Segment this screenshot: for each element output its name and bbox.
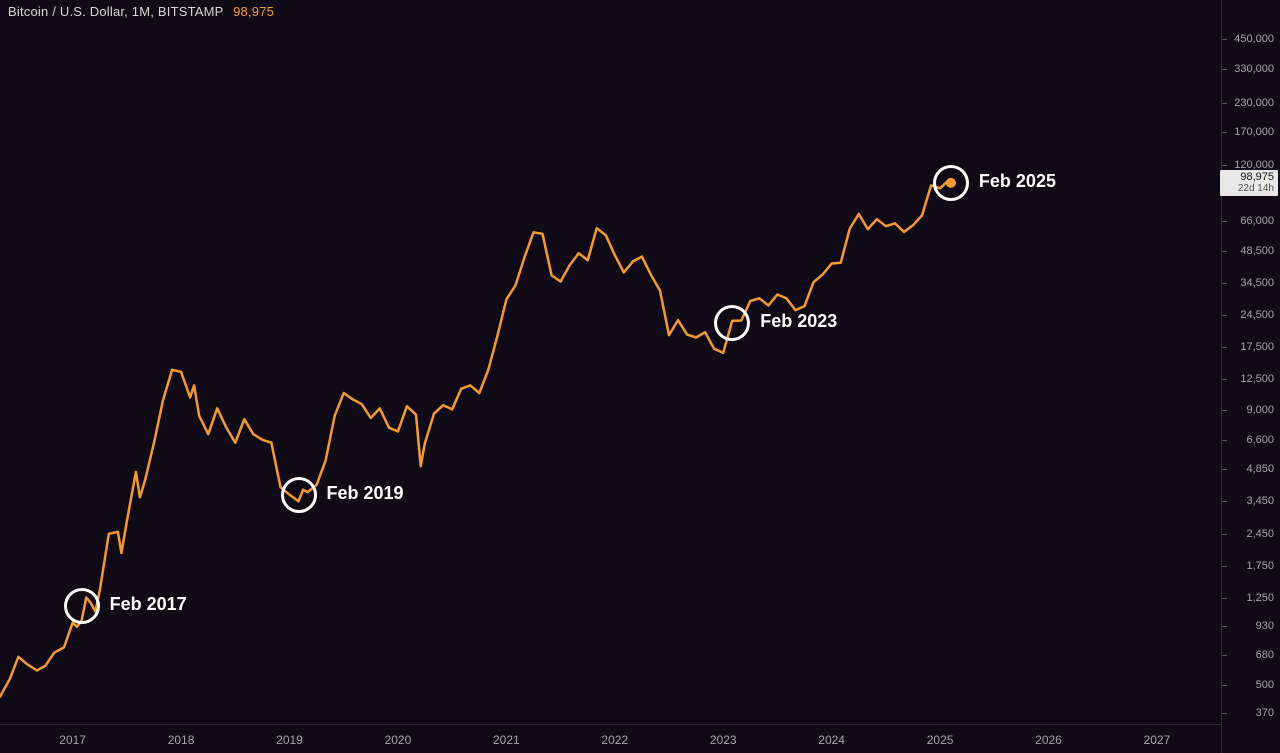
y-tick: 9,000	[1222, 404, 1280, 416]
y-tick: 24,500	[1222, 309, 1280, 321]
y-tick: 680	[1222, 649, 1280, 661]
y-tick: 230,000	[1222, 97, 1280, 109]
y-axis: 450,000 330,000 230,000 170,000 120,000 66,00…	[1221, 0, 1280, 753]
x-tick: 2026	[1035, 733, 1062, 747]
x-tick: 2020	[385, 733, 412, 747]
y-tick: 4,850	[1222, 463, 1280, 475]
y-tick: 1,250	[1222, 592, 1280, 604]
x-tick: 2027	[1144, 733, 1171, 747]
y-tick: 66,000	[1222, 215, 1280, 227]
x-tick: 2022	[601, 733, 628, 747]
x-tick: 2025	[927, 733, 954, 747]
y-tick: 3,450	[1222, 495, 1280, 507]
y-tick: 2,450	[1222, 528, 1280, 540]
x-tick: 2018	[168, 733, 195, 747]
current-price-marker	[946, 178, 956, 188]
y-tick: 450,000	[1222, 33, 1280, 45]
y-tick: 12,500	[1222, 373, 1280, 385]
x-tick: 2019	[276, 733, 303, 747]
y-tick: 120,000	[1222, 159, 1280, 171]
y-tick: 500	[1222, 679, 1280, 691]
price-line	[0, 180, 951, 697]
price-box-value: 98,975	[1224, 171, 1274, 183]
current-price-box: 98,97522d 14h	[1220, 170, 1278, 196]
x-tick: 2017	[59, 733, 86, 747]
x-tick: 2024	[818, 733, 845, 747]
x-tick: 2023	[710, 733, 737, 747]
y-tick: 930	[1222, 620, 1280, 632]
y-tick: 17,500	[1222, 341, 1280, 353]
x-axis: 2017 2018 2019 2020 2021 2022 2023 2024 2025 2026…	[0, 724, 1222, 751]
y-tick: 170,000	[1222, 126, 1280, 138]
price-box-countdown: 22d 14h	[1224, 183, 1274, 195]
y-tick: 1,750	[1222, 560, 1280, 572]
price-chart[interactable]	[0, 0, 1280, 753]
y-tick: 330,000	[1222, 63, 1280, 75]
y-tick: 6,600	[1222, 434, 1280, 446]
y-tick: 370	[1222, 707, 1280, 719]
y-tick: 34,500	[1222, 277, 1280, 289]
x-tick: 2021	[493, 733, 520, 747]
y-tick: 48,500	[1222, 245, 1280, 257]
